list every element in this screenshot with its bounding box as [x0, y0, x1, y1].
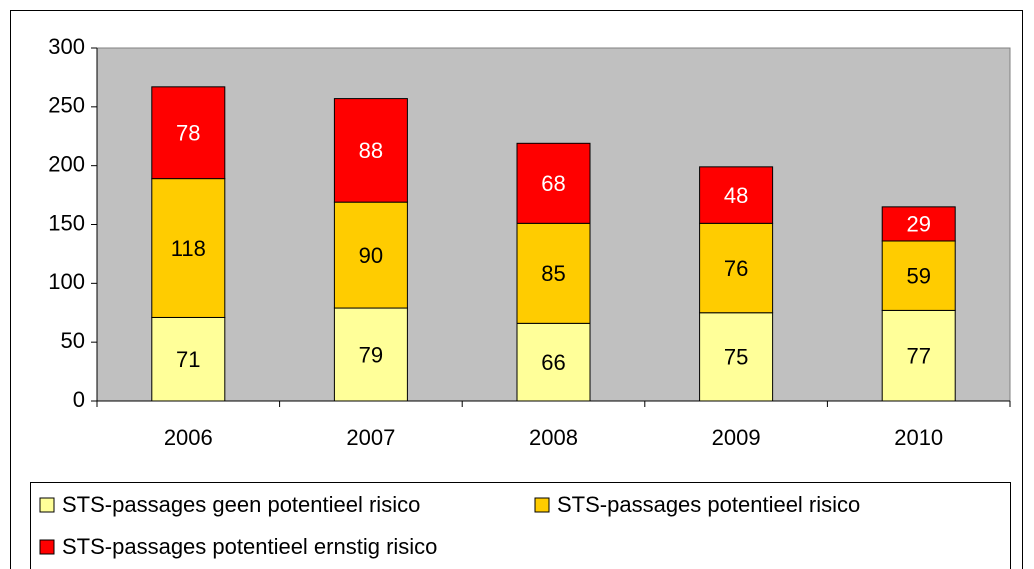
- data-label: 76: [724, 256, 748, 281]
- x-tick-label: 2010: [894, 425, 943, 450]
- bar-segment: [151, 316, 226, 402]
- data-label: 75: [724, 345, 748, 370]
- bar-segment: [881, 309, 956, 402]
- bar-segment: [516, 142, 591, 224]
- bar-segment: [333, 201, 408, 309]
- data-label: 78: [176, 121, 200, 146]
- y-tick-label: 200: [48, 151, 85, 176]
- legend-label: STS-passages potentieel ernstig risico: [62, 534, 437, 559]
- bar-segment: [516, 322, 591, 402]
- data-label: 68: [541, 171, 565, 196]
- data-label: 118: [171, 236, 206, 261]
- y-tick-label: 300: [48, 34, 85, 59]
- data-label: 88: [359, 138, 383, 163]
- x-tick-label: 2006: [164, 425, 213, 450]
- y-tick-label: 0: [73, 387, 85, 412]
- bar-segment: [516, 222, 591, 324]
- bar-segment: [151, 86, 226, 180]
- x-tick-label: 2007: [346, 425, 395, 450]
- y-tick-label: 150: [48, 210, 85, 235]
- y-tick-label: 100: [48, 269, 85, 294]
- y-tick-label: 250: [48, 93, 85, 118]
- legend-label: STS-passages geen potentieel risico: [62, 492, 420, 517]
- x-tick-label: 2009: [712, 425, 761, 450]
- bar-segment: [699, 166, 774, 224]
- legend-swatch: [534, 497, 550, 513]
- bar-segment: [333, 98, 408, 203]
- data-label: 79: [359, 342, 383, 367]
- bar-segment: [333, 307, 408, 402]
- legend-label: STS-passages potentieel risico: [557, 492, 860, 517]
- bar-segment: [151, 178, 226, 318]
- data-label: 77: [906, 344, 930, 369]
- data-label: 71: [176, 347, 200, 372]
- data-label: 66: [541, 350, 565, 375]
- data-label: 85: [541, 261, 565, 286]
- legend-swatch: [39, 497, 55, 513]
- x-tick-label: 2008: [529, 425, 578, 450]
- data-label: 29: [906, 212, 930, 237]
- legend-box: [30, 482, 1011, 569]
- legend-swatch: [39, 539, 55, 555]
- data-label: 48: [724, 183, 748, 208]
- y-tick-label: 50: [61, 328, 85, 353]
- bar-segment: [881, 206, 956, 242]
- data-label: 59: [906, 263, 930, 288]
- data-label: 90: [359, 243, 383, 268]
